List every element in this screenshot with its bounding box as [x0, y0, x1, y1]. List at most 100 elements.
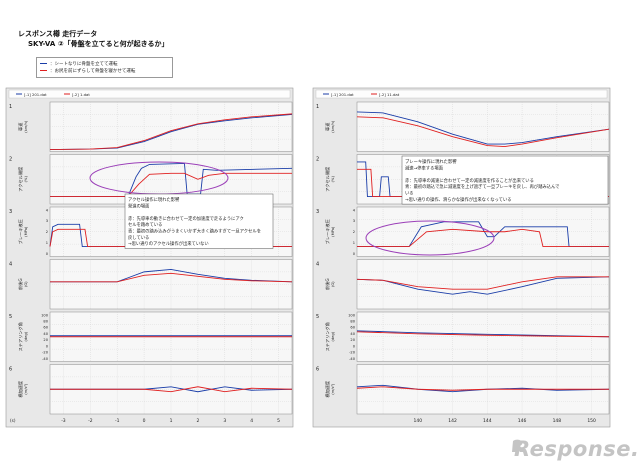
xtick-label-right-6: 150 [587, 418, 596, 424]
xtick-label-left-2: -1 [115, 418, 120, 424]
legend-label-1: ：シートなりに骨盤を立てて運転 [50, 62, 118, 67]
ytick-label-right-5-6: -20 [349, 351, 356, 355]
ytick-label-right-5-1: 80 [350, 320, 355, 324]
ytick-label-right-5-3: 40 [350, 332, 355, 336]
series-line-right-1-blue [356, 111, 610, 145]
ytick-label-right-5-5: 0 [353, 344, 356, 348]
series-line-right-3-blue [357, 221, 609, 248]
ytick-label-left-5-6: -20 [42, 351, 49, 355]
subplot-ylabel-right-1: 車速 [324, 122, 331, 131]
series-line-left-3-red [49, 228, 292, 248]
legend-item-2: ：お尻を前にずらして骨盤を寝かせて運転 [40, 68, 135, 74]
subplot-index-left-2: 2 [9, 157, 12, 163]
subplot-ylabel-right-2: アクセル開度 [324, 166, 331, 192]
ytick-label-left-3-4: 0 [46, 252, 49, 256]
subplot-ylabel-left-1: 車速 [17, 122, 24, 131]
subplot-yunit-left-5: (deg) [24, 331, 28, 341]
xtick-label-left-1: -2 [88, 418, 93, 424]
xtick-label-right-1: 140 [414, 418, 423, 424]
legend-swatch-blue [40, 62, 47, 65]
subplot-ylabel-right-5: ステアリング角 [324, 322, 331, 351]
subplot-ylabel-right-3: ブレーキ液圧 [324, 219, 331, 244]
xtick-label-right-3: 144 [483, 418, 492, 424]
series-line-right-1-red [356, 116, 610, 148]
series-line-right-6-blue [356, 384, 610, 393]
legend-strip-label-left-2: [-2] 1.dat [72, 92, 90, 97]
series-line-right-5-red [356, 331, 610, 338]
subplot-yunit-right-2: (%) [331, 176, 335, 183]
subplot-yunit-right-6: (m/s²) [331, 383, 335, 394]
subplot-index-left-4: 4 [9, 262, 12, 268]
legend-strip-right [315, 89, 608, 99]
subplot-yunit-right-3: (MPa) [331, 226, 335, 237]
legend-strip-left [8, 89, 291, 99]
ytick-label-right-3-2: 2 [353, 230, 355, 234]
subplot-yunit-left-1: (km/h) [24, 120, 28, 132]
ytick-label-left-3-3: 1 [46, 241, 48, 245]
subplot-yunit-right-4: (G) [331, 281, 335, 287]
series-line-right-6-red [356, 386, 609, 391]
legend-box: ：シートなりに骨盤を立てて運転 ：お尻を前にずらして骨盤を寝かせて運転 [36, 57, 173, 78]
annotation-box-left [124, 193, 274, 249]
legend-label-2: ：お尻を前にずらして骨盤を寝かせて運転 [50, 69, 136, 74]
subplot-yunit-left-3: (MPa) [24, 226, 28, 237]
ytick-label-left-5-5: 0 [46, 344, 49, 348]
subplot-index-right-4: 4 [316, 262, 319, 268]
ytick-label-left-5-7: -40 [42, 357, 49, 361]
series-line-left-2-red [50, 172, 292, 198]
ytick-label-left-5-0: 100 [41, 313, 49, 317]
header-subtitle: SKY-VA ②「骨盤を立てると何が起きるか」 [28, 40, 169, 48]
ytick-label-right-5-4: 20 [350, 338, 355, 342]
xtick-label-right-5: 148 [553, 418, 562, 424]
ytick-label-right-3-4: 0 [353, 252, 356, 256]
subplot-yunit-right-5: (deg) [331, 331, 335, 341]
ytick-label-left-5-4: 20 [43, 338, 48, 342]
xtick-label-left-4: 1 [170, 418, 173, 424]
subplot-ylabel-right-4: 前後G [324, 278, 331, 290]
ytick-label-left-5-1: 80 [43, 320, 48, 324]
series-line-right-4-red [356, 276, 609, 290]
legend-strip-label-right-2: [-2] 11.dat [379, 92, 400, 97]
annotation-line-right-3: 赤：先導車の減速に合わせて一定の減速度を作ることが出来ている [405, 177, 534, 184]
annotation-line-left-4: セルを踏めている [128, 221, 162, 228]
annotation-line-left-7: →思い通りのアクセル操作が出来ていない [128, 240, 209, 247]
series-line-right-4-blue [356, 276, 610, 295]
subplot-index-right-1: 1 [316, 104, 319, 110]
subplot-index-right-2: 2 [316, 157, 319, 163]
subplot-ylabel-left-5: ステアリング角 [17, 322, 24, 351]
xtick-label-left-5: 2 [196, 418, 199, 424]
ytick-label-left-3-0: 4 [46, 208, 49, 212]
annotation-line-right-5: いる [405, 191, 414, 197]
subplot-ylabel-left-4: 前後G [17, 278, 24, 290]
response-logo-icon [512, 439, 524, 452]
annotation-line-left-3: 赤：先導車の動きに合わせて一定の加速度で走るようにアク [128, 215, 244, 222]
legend-item-1: ：シートなりに骨盤を立てて運転 [40, 61, 118, 67]
xtick-label-left-3: 0 [143, 418, 146, 424]
xtick-label-right-2: 142 [448, 418, 457, 424]
series-line-left-4-blue [50, 268, 293, 283]
series-line-right-3-red [357, 228, 609, 248]
ytick-label-left-3-1: 3 [46, 219, 48, 223]
subplot-yunit-right-1: (km/h) [331, 120, 335, 132]
annotation-line-right-4: 青：最初の踏込で急に減速度を上げ過ぎて一旦ブレーキを戻し、再び踏み込んで [405, 183, 559, 190]
ytick-label-left-3-2: 2 [46, 230, 48, 234]
xunit-label-left: (s) [10, 418, 16, 423]
subplot-index-left-6: 6 [9, 367, 12, 373]
subplot-ylabel-left-6: 横加速度 [17, 380, 24, 398]
ytick-label-right-3-1: 3 [353, 219, 355, 223]
series-line-right-2-blue [357, 161, 609, 198]
annotation-line-left-1: 発進の場面 [128, 202, 150, 209]
response-logo: Response. [514, 437, 640, 461]
ytick-label-right-5-0: 100 [348, 313, 356, 317]
header-title: レスポンス樽 走行データ [18, 30, 98, 38]
subplot-index-right-6: 6 [316, 367, 319, 373]
xtick-label-left-7: 4 [250, 418, 253, 424]
ytick-label-right-3-0: 4 [353, 208, 356, 212]
annotation-line-right-0: ブレーキ操作に現れた影響 [405, 158, 457, 165]
subplot-index-right-5: 5 [316, 314, 319, 320]
subplot-yunit-left-2: (%) [24, 176, 28, 183]
subplot-ylabel-left-2: アクセル開度 [17, 166, 24, 192]
annotation-line-left-0: アクセル操作に現れた影響 [128, 196, 180, 203]
subplot-index-left-3: 3 [9, 209, 12, 215]
